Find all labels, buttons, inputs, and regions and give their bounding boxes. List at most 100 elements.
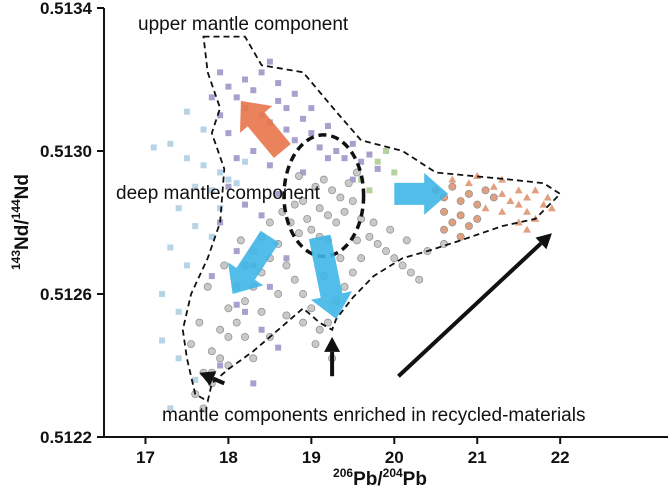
data-point-circle xyxy=(348,268,357,277)
data-point-square xyxy=(242,76,248,83)
field-outline xyxy=(181,35,562,403)
axes xyxy=(103,8,668,438)
data-point-square xyxy=(242,158,248,165)
data-point-circle xyxy=(328,186,337,195)
data-point-circle xyxy=(294,172,303,180)
data-point-circle xyxy=(236,236,245,245)
data-point-circle xyxy=(369,218,378,227)
y-tick-label: 0.5134 xyxy=(40,0,93,18)
y-tick-label: 0.5122 xyxy=(40,428,92,447)
data-point-circle xyxy=(448,182,457,191)
data-point-square xyxy=(192,183,199,190)
data-point-square xyxy=(374,158,381,165)
data-point-circle xyxy=(265,218,274,227)
data-point-square xyxy=(250,87,257,94)
data-point-square xyxy=(291,137,298,144)
data-point-square xyxy=(175,355,182,362)
x-tick-label: 20 xyxy=(385,448,404,467)
data-point-square xyxy=(175,308,182,315)
data-point-square xyxy=(266,162,273,169)
data-point-square xyxy=(233,301,240,308)
data-point-circle xyxy=(365,232,374,241)
data-point-triangle xyxy=(514,186,523,194)
data-point-circle xyxy=(481,186,490,195)
data-point-circle xyxy=(323,211,332,220)
data-point-square xyxy=(308,130,315,137)
x-ticks: 17 18 19 20 21 22 xyxy=(136,437,570,467)
data-point-square xyxy=(275,97,282,104)
data-point-circle xyxy=(473,200,482,209)
black-arrow-head xyxy=(324,336,341,352)
data-point-square xyxy=(192,376,199,383)
data-point-triangle xyxy=(531,186,540,194)
data-point-triangle xyxy=(498,207,507,215)
data-point-square xyxy=(167,140,174,147)
data-point-circle xyxy=(299,290,308,298)
data-point-square xyxy=(300,115,307,122)
blue-arrow xyxy=(308,234,353,319)
trend-arrows xyxy=(199,100,552,386)
y-axis-title: 143Nd/144Nd xyxy=(9,174,33,270)
data-point-square xyxy=(208,233,215,240)
data-point-circle xyxy=(282,261,291,270)
data-point-triangle xyxy=(523,193,531,201)
data-point-circle xyxy=(299,197,308,205)
data-point-circle xyxy=(241,297,249,306)
data-point-triangle xyxy=(448,175,457,183)
data-point-square xyxy=(242,201,248,208)
data-point-circle xyxy=(440,225,449,234)
data-point-square xyxy=(217,219,224,226)
data-point-square xyxy=(217,112,224,119)
data-point-circle xyxy=(415,275,424,284)
x-tick-label: 22 xyxy=(551,448,570,467)
data-point-square xyxy=(324,155,331,162)
data-point-circle xyxy=(290,275,299,284)
annotation-deep-mantle: deep mantle component xyxy=(116,183,321,204)
data-point-square xyxy=(250,148,257,154)
data-point-circle xyxy=(336,254,345,263)
black-arrow-shaft xyxy=(397,241,543,378)
data-point-triangle xyxy=(481,204,490,212)
data-point-square xyxy=(366,187,373,194)
data-point-circle xyxy=(464,222,473,231)
data-point-square xyxy=(217,169,224,176)
data-point-circle xyxy=(440,207,449,216)
x-tick-label: 18 xyxy=(219,448,238,467)
data-point-square xyxy=(217,69,224,76)
data-point-circle xyxy=(464,189,473,198)
data-point-square xyxy=(200,162,207,169)
data-point-circle xyxy=(319,175,328,184)
data-point-square xyxy=(233,180,240,187)
data-point-square xyxy=(183,155,190,162)
data-point-triangle xyxy=(547,204,556,212)
data-point-circle xyxy=(315,325,324,334)
data-point-square xyxy=(308,105,315,112)
data-point-square xyxy=(183,108,190,115)
data-point-square xyxy=(225,130,232,137)
data-point-square xyxy=(275,80,282,87)
data-point-square xyxy=(233,94,240,101)
data-point-circle xyxy=(440,239,449,248)
data-point-square xyxy=(291,90,298,97)
data-point-square xyxy=(159,337,166,344)
data-point-circle xyxy=(340,282,349,291)
data-point-triangle xyxy=(523,207,531,215)
data-point-circle xyxy=(398,261,407,270)
data-point-circle xyxy=(315,204,324,213)
data-point-circle xyxy=(241,332,249,341)
data-point-circle xyxy=(348,197,357,205)
data-point-circle xyxy=(406,268,415,277)
x-tick-label: 17 xyxy=(136,448,155,467)
data-point-square xyxy=(258,69,265,76)
data-point-square xyxy=(266,283,273,290)
orange-arrow xyxy=(240,100,291,158)
blue-arrow xyxy=(228,230,280,294)
data-point-circle xyxy=(456,197,465,205)
data-point-square xyxy=(150,144,157,151)
data-point-square xyxy=(225,83,232,90)
data-point-square xyxy=(225,183,232,190)
data-point-square xyxy=(366,151,373,158)
data-point-circle xyxy=(195,318,204,327)
data-point-triangle xyxy=(473,172,482,180)
